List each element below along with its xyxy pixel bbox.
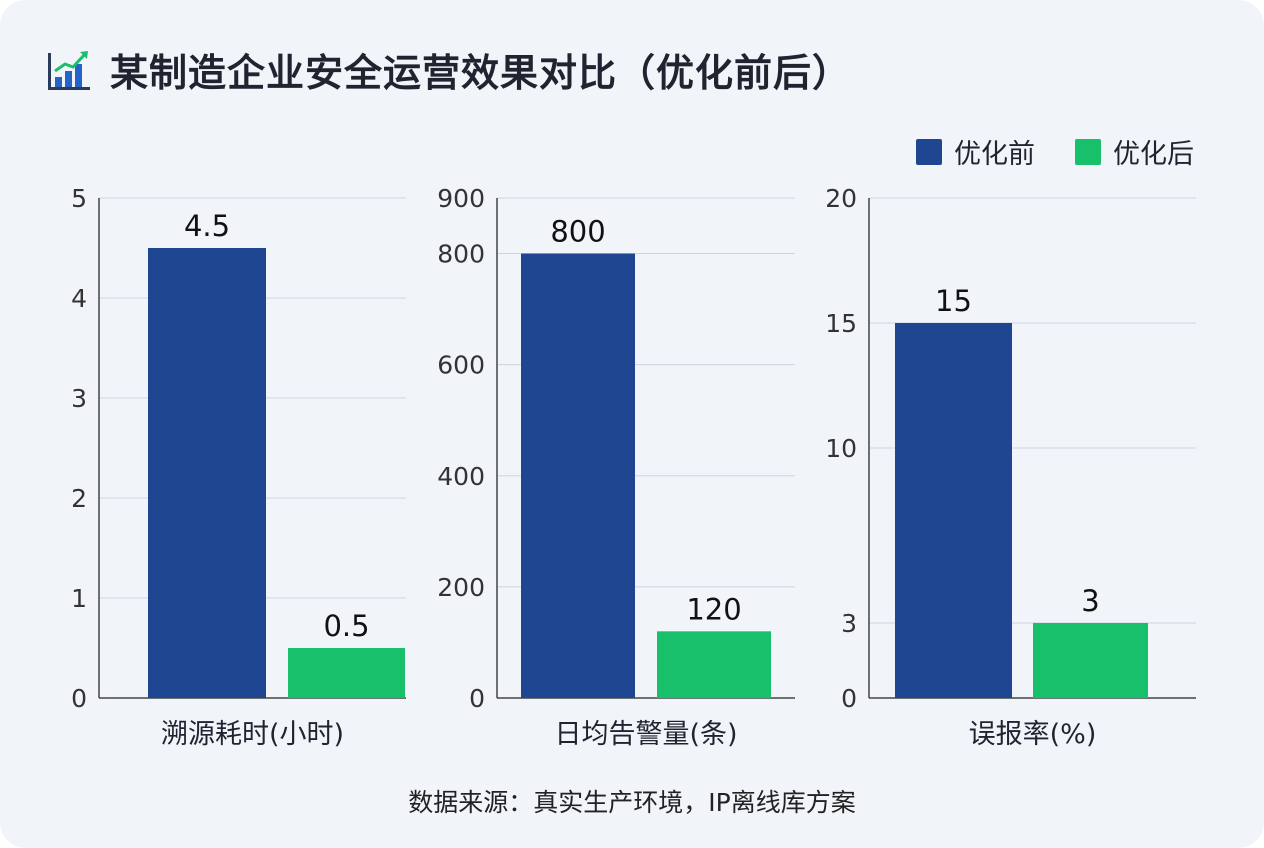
y-tick-label: 15	[825, 309, 857, 338]
data-label: 4.5	[184, 209, 230, 243]
y-tick-label: 200	[437, 573, 485, 602]
bar-after	[288, 648, 405, 698]
chart-panel-3: 0 3 10 15 20 15 3 误报率(%)	[825, 184, 1196, 750]
legend-label-before: 优化前	[954, 139, 1035, 170]
y-tick-label: 10	[825, 434, 857, 463]
legend-swatch-before	[916, 138, 942, 165]
chart-panel-2: 0 200 400 600 800 900 800 120 日均告警量(条)	[437, 184, 795, 750]
data-label: 3	[1081, 584, 1099, 618]
bar-after	[657, 631, 771, 698]
y-tick-label: 20	[825, 184, 857, 213]
bar-before	[895, 323, 1012, 698]
y-tick-label: 0	[71, 684, 87, 713]
x-axis-label: 误报率(%)	[969, 719, 1097, 750]
y-tick-label: 3	[71, 384, 87, 413]
y-tick-label: 800	[437, 240, 485, 269]
y-tick-label: 2	[71, 484, 87, 513]
chart-panel-1: 0 1 2 3 4 5 4.5 0.5 溯源耗时(小时)	[71, 184, 406, 750]
y-tick-label: 4	[71, 284, 87, 313]
legend-item-after: 优化后	[1075, 132, 1194, 171]
title-row: 某制造企业安全运营效果对比（优化前后）	[46, 42, 851, 97]
x-axis-label: 日均告警量(条)	[554, 719, 737, 750]
y-tick-label: 1	[71, 584, 87, 613]
y-tick-label: 5	[71, 184, 87, 213]
data-source-note: 数据来源：真实生产环境，IP离线库方案	[408, 788, 856, 817]
y-tick-label: 600	[437, 351, 485, 380]
bar-before	[148, 248, 266, 698]
legend-label-after: 优化后	[1113, 139, 1194, 170]
bar-chart-icon	[48, 50, 90, 90]
y-tick-label: 0	[469, 684, 485, 713]
data-label: 120	[686, 592, 741, 626]
chart-title: 某制造企业安全运营效果对比（优化前后）	[110, 51, 852, 95]
data-label: 800	[550, 215, 605, 249]
y-tick-label: 400	[437, 462, 485, 491]
legend: 优化前 优化后	[876, 132, 1194, 171]
legend-swatch-after	[1075, 138, 1101, 165]
legend-item-before: 优化前	[916, 132, 1035, 171]
data-label: 15	[935, 284, 972, 318]
y-tick-label: 3	[841, 609, 857, 638]
y-tick-label: 0	[841, 684, 857, 713]
y-tick-label: 900	[437, 184, 485, 213]
bar-before	[521, 253, 635, 699]
bar-after	[1033, 623, 1148, 698]
data-label: 0.5	[323, 609, 369, 643]
x-axis-label: 溯源耗时(小时)	[161, 719, 344, 750]
